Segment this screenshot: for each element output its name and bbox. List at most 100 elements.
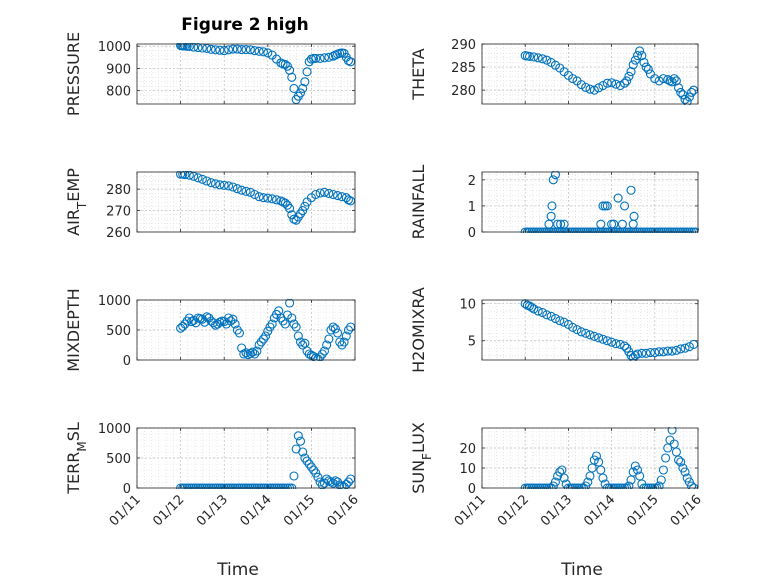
data-point	[671, 76, 681, 86]
data-point	[224, 313, 234, 323]
data-point	[559, 473, 569, 483]
data-point	[263, 48, 273, 58]
y-tick-label: 1	[468, 200, 476, 215]
data-point	[546, 211, 556, 221]
y-tick-label: 500	[106, 452, 131, 467]
data-point	[232, 44, 242, 54]
data-point	[598, 334, 608, 344]
subplot-5: 0 500 1000 MIXDEPTH	[64, 288, 356, 372]
axes-box	[481, 299, 699, 361]
data-point	[184, 171, 194, 180]
data-point	[626, 67, 636, 77]
data-point	[254, 340, 264, 350]
data-point	[594, 83, 604, 93]
data-point	[684, 92, 694, 102]
data-point	[613, 193, 623, 203]
data-point	[542, 55, 552, 65]
data-point	[650, 74, 660, 84]
y-tick-label: 1000	[98, 40, 131, 55]
data-point	[630, 351, 640, 361]
data-point	[250, 349, 260, 359]
axes-box	[481, 171, 699, 233]
data-point	[254, 192, 264, 202]
data-point	[607, 78, 617, 88]
data-point	[611, 79, 621, 89]
data-point	[589, 85, 599, 95]
y-tick-label: 280	[451, 84, 476, 99]
data-point	[546, 311, 556, 321]
data-point	[550, 477, 560, 487]
data-point	[674, 455, 684, 465]
data-point	[293, 431, 303, 441]
data-point	[550, 313, 560, 324]
data-point	[315, 188, 325, 198]
data-point	[661, 453, 671, 463]
data-point	[524, 51, 535, 62]
data-point	[667, 346, 677, 356]
data-point	[311, 468, 321, 478]
data-point	[189, 315, 199, 325]
data-point	[632, 50, 643, 61]
data-point	[300, 201, 310, 211]
y-tick-label: 20	[459, 442, 476, 457]
data-point	[287, 72, 297, 82]
data-point	[295, 337, 306, 347]
data-point	[537, 308, 548, 318]
data-point	[178, 321, 188, 331]
axes-box	[481, 427, 699, 489]
data-point	[326, 477, 336, 487]
data-point	[645, 348, 656, 358]
axes-box	[136, 43, 356, 105]
data-point	[311, 189, 321, 200]
data-point	[615, 80, 625, 91]
data-point	[193, 173, 203, 183]
data-point	[643, 64, 653, 74]
data-point	[239, 349, 249, 359]
data-point	[298, 83, 308, 93]
data-point	[630, 55, 640, 65]
data-point	[250, 189, 260, 200]
data-point	[641, 62, 651, 72]
data-point	[202, 176, 212, 186]
data-point	[628, 467, 638, 477]
y-tick-label: 800	[106, 85, 131, 100]
data-point	[324, 188, 334, 198]
data-point	[319, 478, 330, 488]
data-point	[328, 322, 338, 332]
data-point	[626, 185, 636, 195]
data-point	[602, 336, 612, 346]
data-point	[289, 471, 299, 481]
data-point	[295, 436, 306, 446]
subplot-4: 0 1 2 RAINFALL	[409, 165, 699, 241]
data-point	[671, 345, 681, 355]
data-point	[328, 189, 338, 200]
data-point	[304, 459, 314, 469]
data-point	[676, 87, 686, 98]
data-point	[215, 180, 225, 190]
y-tick-label: 10	[459, 462, 476, 477]
data-point	[258, 334, 268, 344]
data-point	[224, 45, 234, 55]
data-point	[658, 465, 668, 475]
data-point	[333, 328, 343, 338]
minor-grid	[137, 171, 355, 233]
data-point	[306, 462, 316, 472]
data-point	[537, 54, 548, 64]
data-point	[686, 87, 697, 98]
data-point	[622, 76, 632, 86]
data-point	[583, 477, 593, 487]
data-point	[267, 194, 277, 204]
data-point	[529, 304, 539, 314]
data-point	[202, 43, 212, 53]
data-point	[234, 328, 245, 338]
data-point	[343, 56, 354, 66]
axes-box	[136, 171, 356, 233]
data-point	[180, 319, 190, 329]
data-point	[617, 219, 627, 229]
data-point	[182, 316, 192, 326]
data-point	[658, 74, 668, 84]
data-point	[568, 74, 578, 84]
data-point	[206, 44, 216, 54]
data-point	[230, 319, 240, 329]
data-point	[674, 83, 684, 93]
